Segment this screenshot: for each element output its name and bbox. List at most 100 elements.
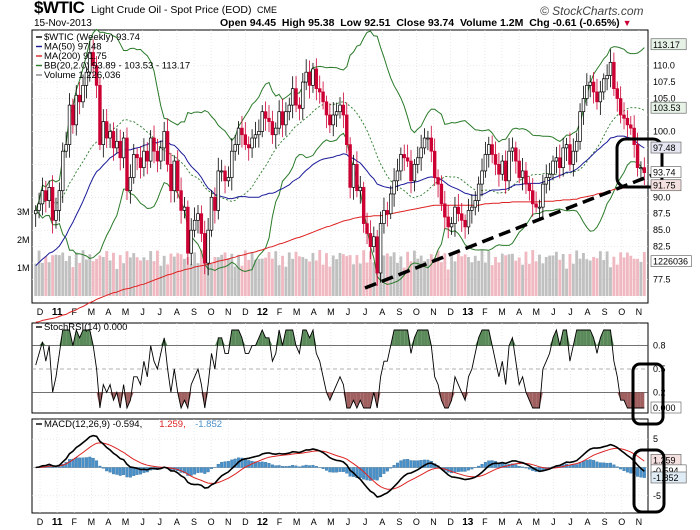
x-tick-label-bottom: N [430, 517, 437, 527]
candle-body [128, 177, 133, 192]
candle-body [561, 147, 565, 168]
x-tick-label-top: M [122, 307, 130, 317]
candle-body [50, 187, 55, 221]
stochrsi-oversold-fill [204, 392, 209, 408]
macd-histogram-bar [389, 467, 393, 469]
candle-body [608, 61, 613, 76]
candle-body [64, 144, 68, 152]
candle-body [541, 183, 545, 208]
volume-bar [230, 253, 234, 296]
volume-bar [260, 258, 264, 296]
candle-body [595, 91, 599, 103]
candle-body [571, 150, 576, 165]
volume-bar [298, 256, 301, 296]
macd-histogram-bar [220, 461, 224, 468]
x-tick-label-top: J [346, 307, 351, 317]
stochrsi-overbought-fill [583, 330, 587, 346]
macd-histogram-bar [304, 464, 308, 468]
candle-body [554, 157, 559, 162]
x-tick-label-bottom: D [37, 517, 44, 527]
stochrsi-oversold-fill [346, 392, 351, 408]
volume-bar [605, 251, 609, 296]
candle-body [318, 88, 322, 93]
candle-body [301, 81, 305, 109]
candle-body [209, 196, 214, 231]
candle-body [40, 190, 45, 205]
volume-bar [71, 267, 75, 296]
price-value-badge: 93.74 [653, 168, 676, 178]
x-tick-label-bottom: D [242, 517, 249, 527]
stochrsi-oversold-fill [181, 392, 185, 408]
volume-bar [467, 256, 470, 296]
x-tick-label-bottom: S [602, 517, 608, 527]
macd-histogram-bar [412, 460, 416, 468]
candle-body [615, 88, 619, 99]
volume-bar [335, 259, 339, 296]
volume-bar [267, 252, 271, 296]
x-tick-label-top: 13 [462, 307, 474, 318]
candle-body [61, 150, 65, 192]
candle-body [182, 206, 187, 211]
x-tick-label-top: J [158, 307, 163, 317]
volume-bar [135, 257, 139, 296]
volume-bar [453, 261, 457, 296]
volume-bar [270, 258, 274, 296]
candle-body [94, 65, 99, 86]
candle-body [422, 137, 427, 149]
candle-body [77, 94, 82, 103]
stochrsi-overbought-fill [421, 330, 425, 346]
x-tick-label-top: 12 [257, 307, 269, 318]
candle-body [463, 219, 467, 228]
macd-histogram-bar [399, 460, 403, 468]
x-tick-label-bottom: O [413, 517, 420, 527]
candle-body [274, 127, 278, 136]
volume-bar [108, 260, 112, 296]
macd-histogram-bar [622, 467, 626, 471]
macd-histogram-bar [193, 467, 197, 475]
candle-body [98, 85, 102, 145]
macd-histogram-bar [274, 465, 278, 468]
volume-bar [243, 250, 247, 296]
candle-body [260, 111, 264, 132]
macd-legend-entry: MACD(12,26,9) -0.594, [44, 419, 142, 430]
candle-body [270, 121, 275, 136]
macd-histogram-bar [527, 467, 531, 470]
volume-bar [433, 257, 437, 296]
volume-bar [213, 256, 217, 296]
volume-bar [311, 253, 315, 296]
stochrsi-oversold-fill [367, 392, 371, 408]
volume-bar [318, 249, 322, 296]
macd-histogram-bar [379, 467, 383, 478]
volume-bar [74, 252, 78, 296]
x-tick-label-bottom: J [551, 517, 556, 527]
candle-body [250, 137, 254, 149]
stochrsi-overbought-fill [289, 330, 293, 346]
volume-bar [291, 258, 295, 296]
candle-body [54, 210, 58, 221]
macd-histogram-bar [382, 467, 386, 474]
candle-body [162, 131, 166, 149]
x-tick-label-top: F [482, 307, 488, 317]
macd-legend-entry: 1.259, [159, 419, 185, 430]
macd-histogram-bar [460, 467, 464, 472]
volume-bar [44, 256, 48, 296]
macd-histogram-bar [588, 459, 592, 468]
macd-histogram-bar [335, 467, 339, 473]
candle-body [544, 177, 548, 185]
macd-histogram-bar [392, 465, 396, 468]
macd-histogram-bar [585, 459, 589, 468]
open-value: 94.45 [249, 17, 277, 29]
volume-tick-label: 2M [17, 235, 30, 245]
candle-body [500, 160, 505, 175]
volume-bar [328, 266, 332, 296]
volume-bar [352, 264, 355, 296]
volume-bar [98, 255, 102, 296]
candle-body [91, 52, 95, 66]
volume-bar [575, 250, 579, 296]
volume-bar [460, 256, 464, 296]
x-tick-label-bottom: S [396, 517, 402, 527]
candle-body [585, 85, 589, 99]
candle-body [257, 131, 261, 136]
macd-histogram-bar [125, 467, 129, 478]
candle-body [203, 233, 207, 264]
